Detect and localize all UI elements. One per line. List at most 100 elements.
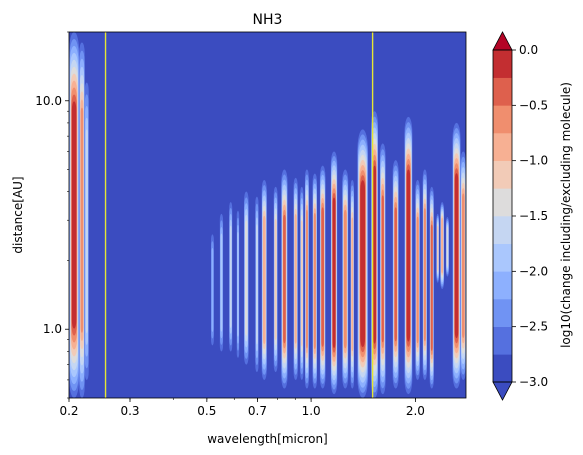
colorbar-swatch <box>493 326 512 355</box>
contour-band <box>84 82 89 380</box>
colorbar-swatch <box>493 188 512 217</box>
colorbar-extend-max <box>492 31 513 51</box>
contour-band <box>300 186 304 380</box>
contour-band <box>429 186 434 389</box>
contour-level <box>245 226 248 331</box>
contour-level <box>283 214 286 344</box>
contour-level <box>313 217 316 345</box>
contour-band <box>69 32 80 398</box>
contour-level <box>263 220 266 339</box>
contour-band <box>219 213 224 352</box>
contour-band <box>350 180 355 389</box>
contour-band <box>281 169 288 389</box>
contour-level <box>416 221 419 339</box>
contour-level <box>454 178 459 334</box>
x-tick-label: 0.2 <box>59 404 78 418</box>
contour-band <box>404 116 413 395</box>
colorbar-tick-label: −1.5 <box>519 209 548 223</box>
y-tick-label: 1.0 <box>43 322 62 336</box>
colorbar-swatch <box>493 133 512 161</box>
colorbar-swatch <box>493 105 512 134</box>
contour-band <box>440 202 445 289</box>
contour-level <box>211 254 214 326</box>
contour-band <box>460 151 466 380</box>
y-axis: 1.0 10.0 <box>35 31 69 399</box>
contour-band <box>357 129 369 398</box>
contour-level <box>72 108 77 322</box>
contour-band <box>392 160 399 389</box>
colorbar-tick-label: −3.0 <box>519 375 548 389</box>
contour-band <box>293 177 298 380</box>
contour-level <box>237 238 239 330</box>
colorbar-swatch <box>493 243 512 272</box>
colorbar-label: log10(change including/excluding molecul… <box>559 82 573 348</box>
x-axis: 0.2 0.3 0.5 0.7 1.0 2.0 <box>59 398 425 418</box>
contour-band <box>273 186 278 372</box>
marker-lines <box>104 32 374 398</box>
contour-band <box>445 216 449 277</box>
contour-band <box>255 196 259 372</box>
colorbar-swatch <box>493 216 512 244</box>
contour-band <box>342 169 349 389</box>
contour-band <box>236 210 240 358</box>
contour-level <box>446 228 449 265</box>
contour-band <box>312 173 318 389</box>
colorbar-extend-min <box>492 381 513 401</box>
colorbar-swatch <box>493 354 512 383</box>
y-axis-label: distance[AU] <box>11 176 25 253</box>
contour-level <box>85 141 88 322</box>
contour-bands <box>69 32 466 398</box>
contour-band <box>379 143 386 395</box>
contour-level <box>256 231 258 338</box>
contour-level <box>406 174 410 337</box>
colorbar-tick-label: −0.5 <box>519 98 548 112</box>
contour-level <box>462 198 465 333</box>
contour-band <box>436 213 439 283</box>
colorbar-tick-label: −2.5 <box>519 320 548 334</box>
contour-level <box>274 224 277 335</box>
contour-band <box>422 169 427 380</box>
contour-band <box>304 169 309 389</box>
colorbar-swatch <box>493 160 512 189</box>
x-axis-label: wavelength[micron] <box>207 432 328 446</box>
contour-level <box>381 195 384 343</box>
contour-level <box>306 214 308 344</box>
contour-level <box>437 227 439 269</box>
contour-level <box>230 231 232 323</box>
contour-level <box>360 185 365 342</box>
y-tick-label: 10.0 <box>35 94 62 108</box>
contour-band <box>79 42 85 398</box>
contour-band <box>243 191 249 365</box>
contour-level <box>373 171 376 339</box>
colorbar-swatch <box>493 77 512 106</box>
contour-level <box>294 219 297 339</box>
contour-level <box>423 212 426 337</box>
plot-background <box>69 32 466 398</box>
contour-band <box>319 165 326 389</box>
contour-level <box>441 219 443 272</box>
contour-level <box>394 207 397 342</box>
contour-level <box>80 115 84 325</box>
chart-title: NH3 <box>253 12 283 28</box>
x-tick-label: 0.7 <box>248 404 267 418</box>
colorbar-tick-label: −2.0 <box>519 264 548 278</box>
x-tick-label: 1.0 <box>302 404 321 418</box>
contour-band <box>330 151 338 395</box>
contour-band <box>210 234 214 346</box>
contour-level <box>430 228 433 347</box>
plot-frame <box>68 31 467 399</box>
colorbar-swatch <box>493 271 512 300</box>
contour-level <box>301 225 303 341</box>
x-tick-label: 0.5 <box>197 404 216 418</box>
contour-level <box>351 222 353 346</box>
x-tick-label: 2.0 <box>406 404 425 418</box>
colorbar-swatch <box>493 299 512 327</box>
colorbar: 0.0 −0.5 −1.0 −1.5 −2.0 −2.5 −3.0 <box>492 31 548 401</box>
contour-band <box>229 202 233 352</box>
contour-band <box>415 180 420 380</box>
x-tick-label: 0.3 <box>120 404 139 418</box>
colorbar-tick-label: 0.0 <box>519 43 538 57</box>
contour-band <box>261 180 267 380</box>
contour-level <box>332 202 336 344</box>
